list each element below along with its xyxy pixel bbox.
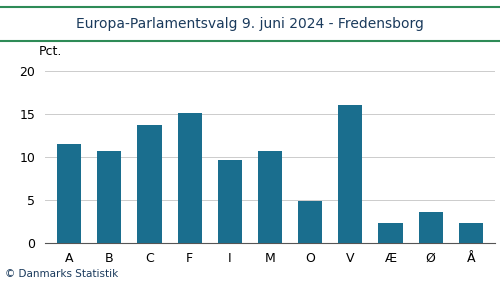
Text: Europa-Parlamentsvalg 9. juni 2024 - Fredensborg: Europa-Parlamentsvalg 9. juni 2024 - Fre… xyxy=(76,17,424,31)
Bar xyxy=(97,151,122,243)
Bar xyxy=(459,223,483,243)
Text: Pct.: Pct. xyxy=(39,45,62,58)
Bar xyxy=(138,125,162,243)
Bar xyxy=(57,144,81,243)
Bar xyxy=(178,113,202,243)
Bar xyxy=(298,201,322,243)
Bar xyxy=(418,212,443,243)
Bar xyxy=(378,223,402,243)
Bar xyxy=(258,151,282,243)
Bar xyxy=(338,105,362,243)
Text: © Danmarks Statistik: © Danmarks Statistik xyxy=(5,269,118,279)
Bar xyxy=(218,160,242,243)
